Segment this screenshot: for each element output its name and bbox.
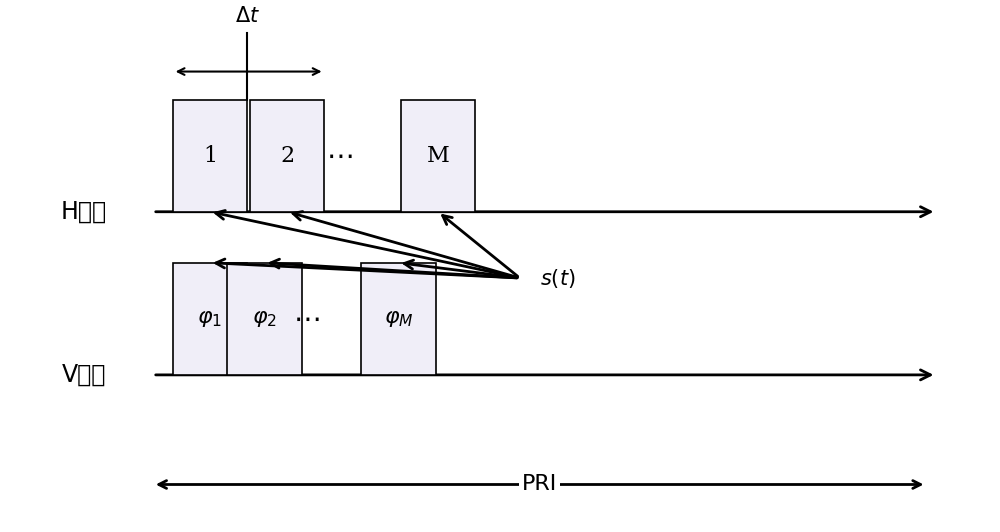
Text: V通道: V通道 (61, 363, 106, 387)
Text: H通道: H通道 (60, 200, 107, 224)
Text: $\Delta t$: $\Delta t$ (235, 6, 260, 26)
Text: $\varphi_2$: $\varphi_2$ (252, 309, 277, 329)
FancyBboxPatch shape (227, 263, 302, 375)
Text: M: M (427, 145, 449, 167)
Text: 1: 1 (203, 145, 217, 167)
Text: $\varphi_1$: $\varphi_1$ (197, 309, 222, 329)
Text: PRI: PRI (522, 475, 557, 495)
FancyBboxPatch shape (401, 99, 475, 212)
FancyBboxPatch shape (250, 99, 324, 212)
Text: 2: 2 (280, 145, 294, 167)
FancyBboxPatch shape (361, 263, 436, 375)
Text: $\cdots$: $\cdots$ (326, 142, 353, 170)
FancyBboxPatch shape (173, 99, 247, 212)
FancyBboxPatch shape (173, 263, 247, 375)
Text: $\varphi_M$: $\varphi_M$ (384, 309, 413, 329)
Text: $s(t)$: $s(t)$ (540, 267, 575, 289)
Text: $\cdots$: $\cdots$ (293, 305, 320, 333)
